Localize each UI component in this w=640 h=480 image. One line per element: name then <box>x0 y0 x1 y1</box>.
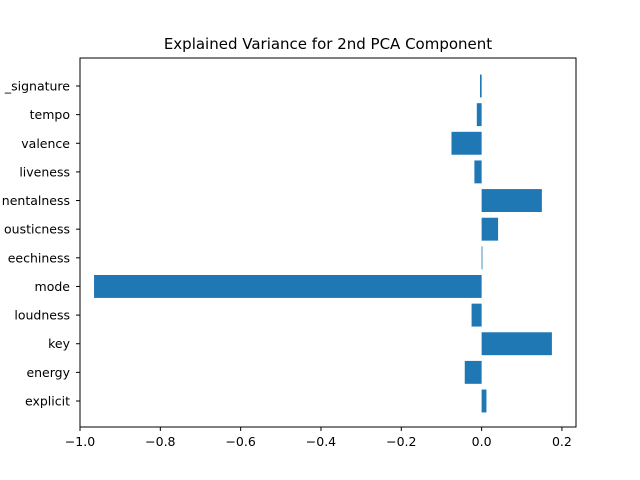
x-tick-label: −0.2 <box>386 434 416 449</box>
bars-group <box>94 74 552 413</box>
x-tick-label: −0.4 <box>306 434 336 449</box>
bar-tempo <box>476 103 482 127</box>
x-tick-label: −0.8 <box>145 434 175 449</box>
y-tick-label: mode <box>35 279 71 294</box>
bar-explicit <box>481 389 487 413</box>
x-tick-label: −1.0 <box>65 434 95 449</box>
bar-liveness <box>474 160 482 184</box>
x-tick-label: −0.6 <box>225 434 255 449</box>
bar-speechiness <box>481 246 483 270</box>
bar-key <box>481 332 552 356</box>
bar-instrumentalness <box>481 189 542 212</box>
y-tick-label: liveness <box>19 164 70 179</box>
y-tick-label: energy <box>26 365 70 380</box>
bar-mode <box>94 275 482 298</box>
x-axis: −1.0 −0.8 −0.6 −0.4 −0.2 0.0 0.2 <box>65 427 572 449</box>
x-tick-label: 0.0 <box>472 434 492 449</box>
y-tick-label: key <box>48 336 70 351</box>
y-tick-label: loudness <box>14 308 70 323</box>
y-tick-label: nentalness <box>2 193 70 208</box>
bar-time-signature <box>480 74 482 98</box>
bar-acousticness <box>481 217 499 241</box>
bar-valence <box>451 131 482 155</box>
plot-frame <box>79 57 577 428</box>
y-tick-label: valence <box>21 136 70 151</box>
bar-loudness <box>471 303 482 327</box>
y-tick-label: ousticness <box>4 222 70 237</box>
y-tick-label: explicit <box>25 394 70 409</box>
y-axis: explicit energy key loudness mode eechiness ou… <box>2 79 80 409</box>
y-tick-label: eechiness <box>8 250 70 265</box>
x-tick-label: 0.2 <box>552 434 572 449</box>
bar-energy <box>464 360 482 384</box>
y-tick-label: tempo <box>30 107 70 122</box>
chart-title: Explained Variance for 2nd PCA Component <box>164 35 492 53</box>
y-tick-label: _signature <box>4 79 70 94</box>
